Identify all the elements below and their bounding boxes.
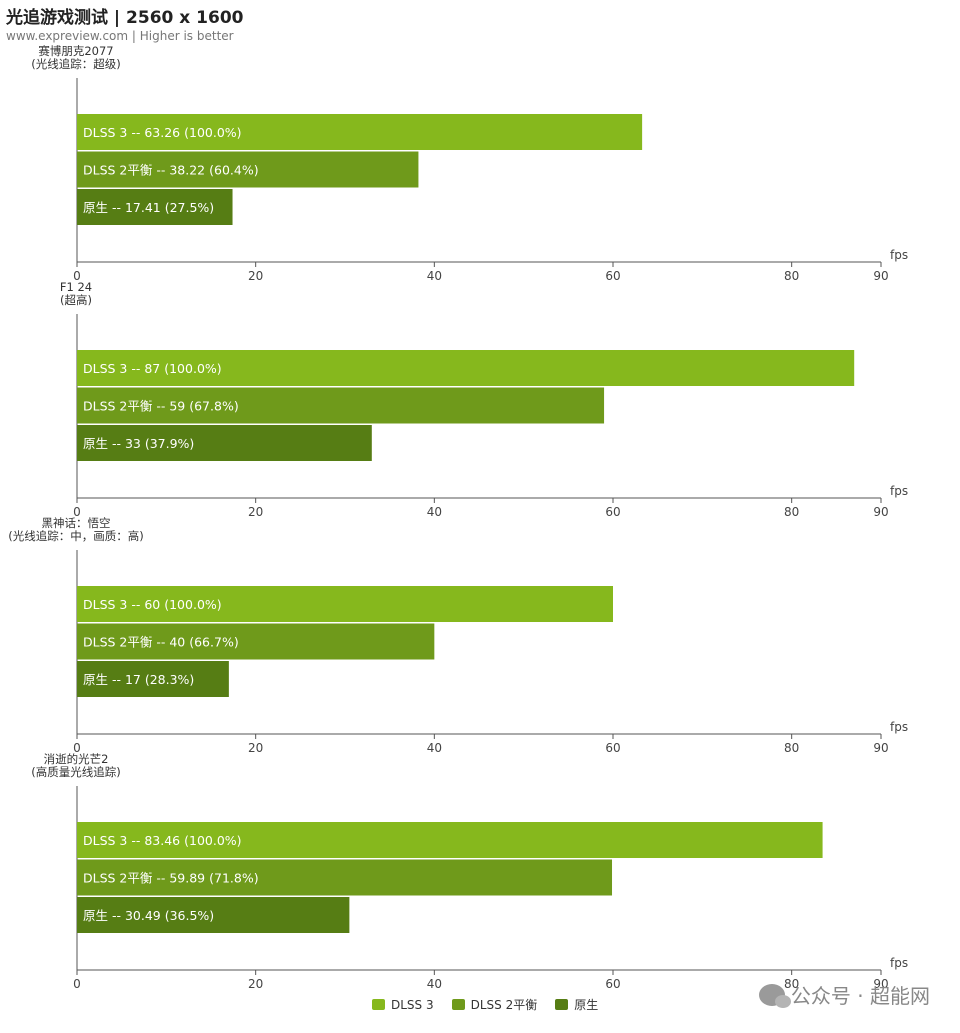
panel-1-bar-dlss3 [77, 350, 855, 386]
wechat-icon [758, 983, 791, 1008]
panel-0-bar-native [77, 189, 233, 225]
panel-0-tick-label-0: 0 [73, 269, 81, 283]
panel-1-category-label-1: (超高) [60, 293, 92, 307]
panel-3-x-unit-label: fps [890, 956, 908, 970]
panel-1-x-unit-label: fps [890, 484, 908, 498]
panel-3-bar-label-native: 原生 -- 30.49 (36.5%) [83, 908, 214, 923]
panel-1-tick-label-0: 0 [73, 505, 81, 519]
panel-2-tick-label-20: 20 [248, 741, 263, 755]
panel-2-x-unit-label: fps [890, 720, 908, 734]
panel-3-category-label-0: 消逝的光芒2 [44, 752, 109, 766]
panel-2-bar-label-dlss3: DLSS 3 -- 60 (100.0%) [83, 597, 222, 612]
watermark: 公众号 · 超能网 [758, 980, 930, 1009]
panel-2-bar-dlss3 [77, 586, 613, 622]
panel-3-category-label-1: (高质量光线追踪) [31, 765, 120, 779]
panel-3-tick-label-60: 60 [605, 977, 620, 990]
legend-item-dlss2[interactable]: DLSS 2平衡 [451, 996, 538, 1013]
legend-swatch-native [555, 999, 569, 1010]
panel-0-x-unit-label: fps [890, 248, 908, 262]
panel-1-bar-dlss2 [77, 387, 605, 424]
panel-2-tick-label-40: 40 [427, 741, 442, 755]
panel-0-bar-label-native: 原生 -- 17.41 (27.5%) [83, 200, 214, 215]
legend-label-dlss3: DLSS 3 [391, 997, 434, 1012]
panel-3-bar-label-dlss3: DLSS 3 -- 83.46 (100.0%) [83, 833, 242, 848]
panel-0-bar-label-dlss3: DLSS 3 -- 63.26 (100.0%) [83, 125, 242, 140]
chart-subtitle: www.expreview.com | Higher is better [6, 29, 234, 43]
panel-2-category-label-0: 黑神话：悟空 [42, 516, 111, 530]
panel-1-tick-label-20: 20 [248, 505, 263, 519]
panel-3-tick-label-40: 40 [427, 977, 442, 990]
legend-item-native[interactable]: 原生 [555, 996, 598, 1013]
panel-0-bar-label-dlss2: DLSS 2平衡 -- 38.22 (60.4%) [83, 163, 259, 178]
panel-3-bar-native [77, 897, 350, 933]
panel-2-bar-dlss2 [77, 623, 435, 660]
chart-title: 光追游戏测试 | 2560 x 1600 [6, 8, 244, 28]
panel-3-bar-dlss2 [77, 859, 613, 896]
legend-swatch-dlss2 [451, 999, 465, 1010]
panel-2-bar-native [77, 661, 229, 697]
panel-2-bar-label-native: 原生 -- 17 (28.3%) [83, 672, 194, 687]
panel-0-tick-label-60: 60 [605, 269, 620, 283]
panel-3-bar-dlss3 [77, 822, 823, 858]
legend-label-dlss2: DLSS 2平衡 [470, 998, 538, 1012]
panel-2-tick-label-0: 0 [73, 741, 81, 755]
panel-1-bar-label-dlss3: DLSS 3 -- 87 (100.0%) [83, 361, 222, 376]
panel-3-bar-label-dlss2: DLSS 2平衡 -- 59.89 (71.8%) [83, 871, 259, 886]
panel-3-tick-label-90: 90 [873, 977, 888, 990]
panel-0-tick-label-80: 80 [784, 269, 799, 283]
panel-0-category-label-1: (光线追踪：超级) [31, 57, 120, 71]
panel-0-bar-dlss2 [77, 151, 419, 188]
panel-1-bar-label-dlss2: DLSS 2平衡 -- 59 (67.8%) [83, 399, 239, 414]
panel-1-bar-native [77, 425, 372, 461]
panel-3-tick-label-20: 20 [248, 977, 263, 990]
panel-2-tick-label-80: 80 [784, 741, 799, 755]
panel-0-tick-label-40: 40 [427, 269, 442, 283]
panel-2-tick-label-60: 60 [605, 741, 620, 755]
panel-0-bar-dlss3 [77, 114, 643, 150]
panel-0-category-label-0: 赛博朋克2077 [38, 44, 113, 58]
watermark-text: 公众号 · 超能网 [790, 984, 930, 1008]
panel-2-bar-label-dlss2: DLSS 2平衡 -- 40 (66.7%) [83, 635, 239, 650]
panel-3-tick-label-0: 0 [73, 977, 81, 990]
panel-0-tick-label-90: 90 [873, 269, 888, 283]
panel-1-tick-label-60: 60 [605, 505, 620, 519]
panel-3-tick-label-80: 80 [784, 977, 799, 990]
legend-label-native: 原生 [574, 998, 599, 1012]
panel-1-tick-label-90: 90 [873, 505, 888, 519]
panel-1-tick-label-40: 40 [427, 505, 442, 519]
legend-swatch-dlss3 [372, 999, 385, 1010]
legend: DLSS 3 DLSS 2平衡 原生 [372, 996, 598, 1013]
panel-1-category-label-0: F1 24 [60, 280, 92, 294]
panel-2-category-label-1: (光线追踪：中，画质：高) [8, 529, 143, 543]
panel-2-tick-label-90: 90 [873, 741, 888, 755]
panel-1-tick-label-80: 80 [784, 505, 799, 519]
panel-0-tick-label-20: 20 [248, 269, 263, 283]
legend-item-dlss3[interactable]: DLSS 3 [372, 996, 434, 1013]
panel-1-bar-label-native: 原生 -- 33 (37.9%) [83, 436, 194, 451]
